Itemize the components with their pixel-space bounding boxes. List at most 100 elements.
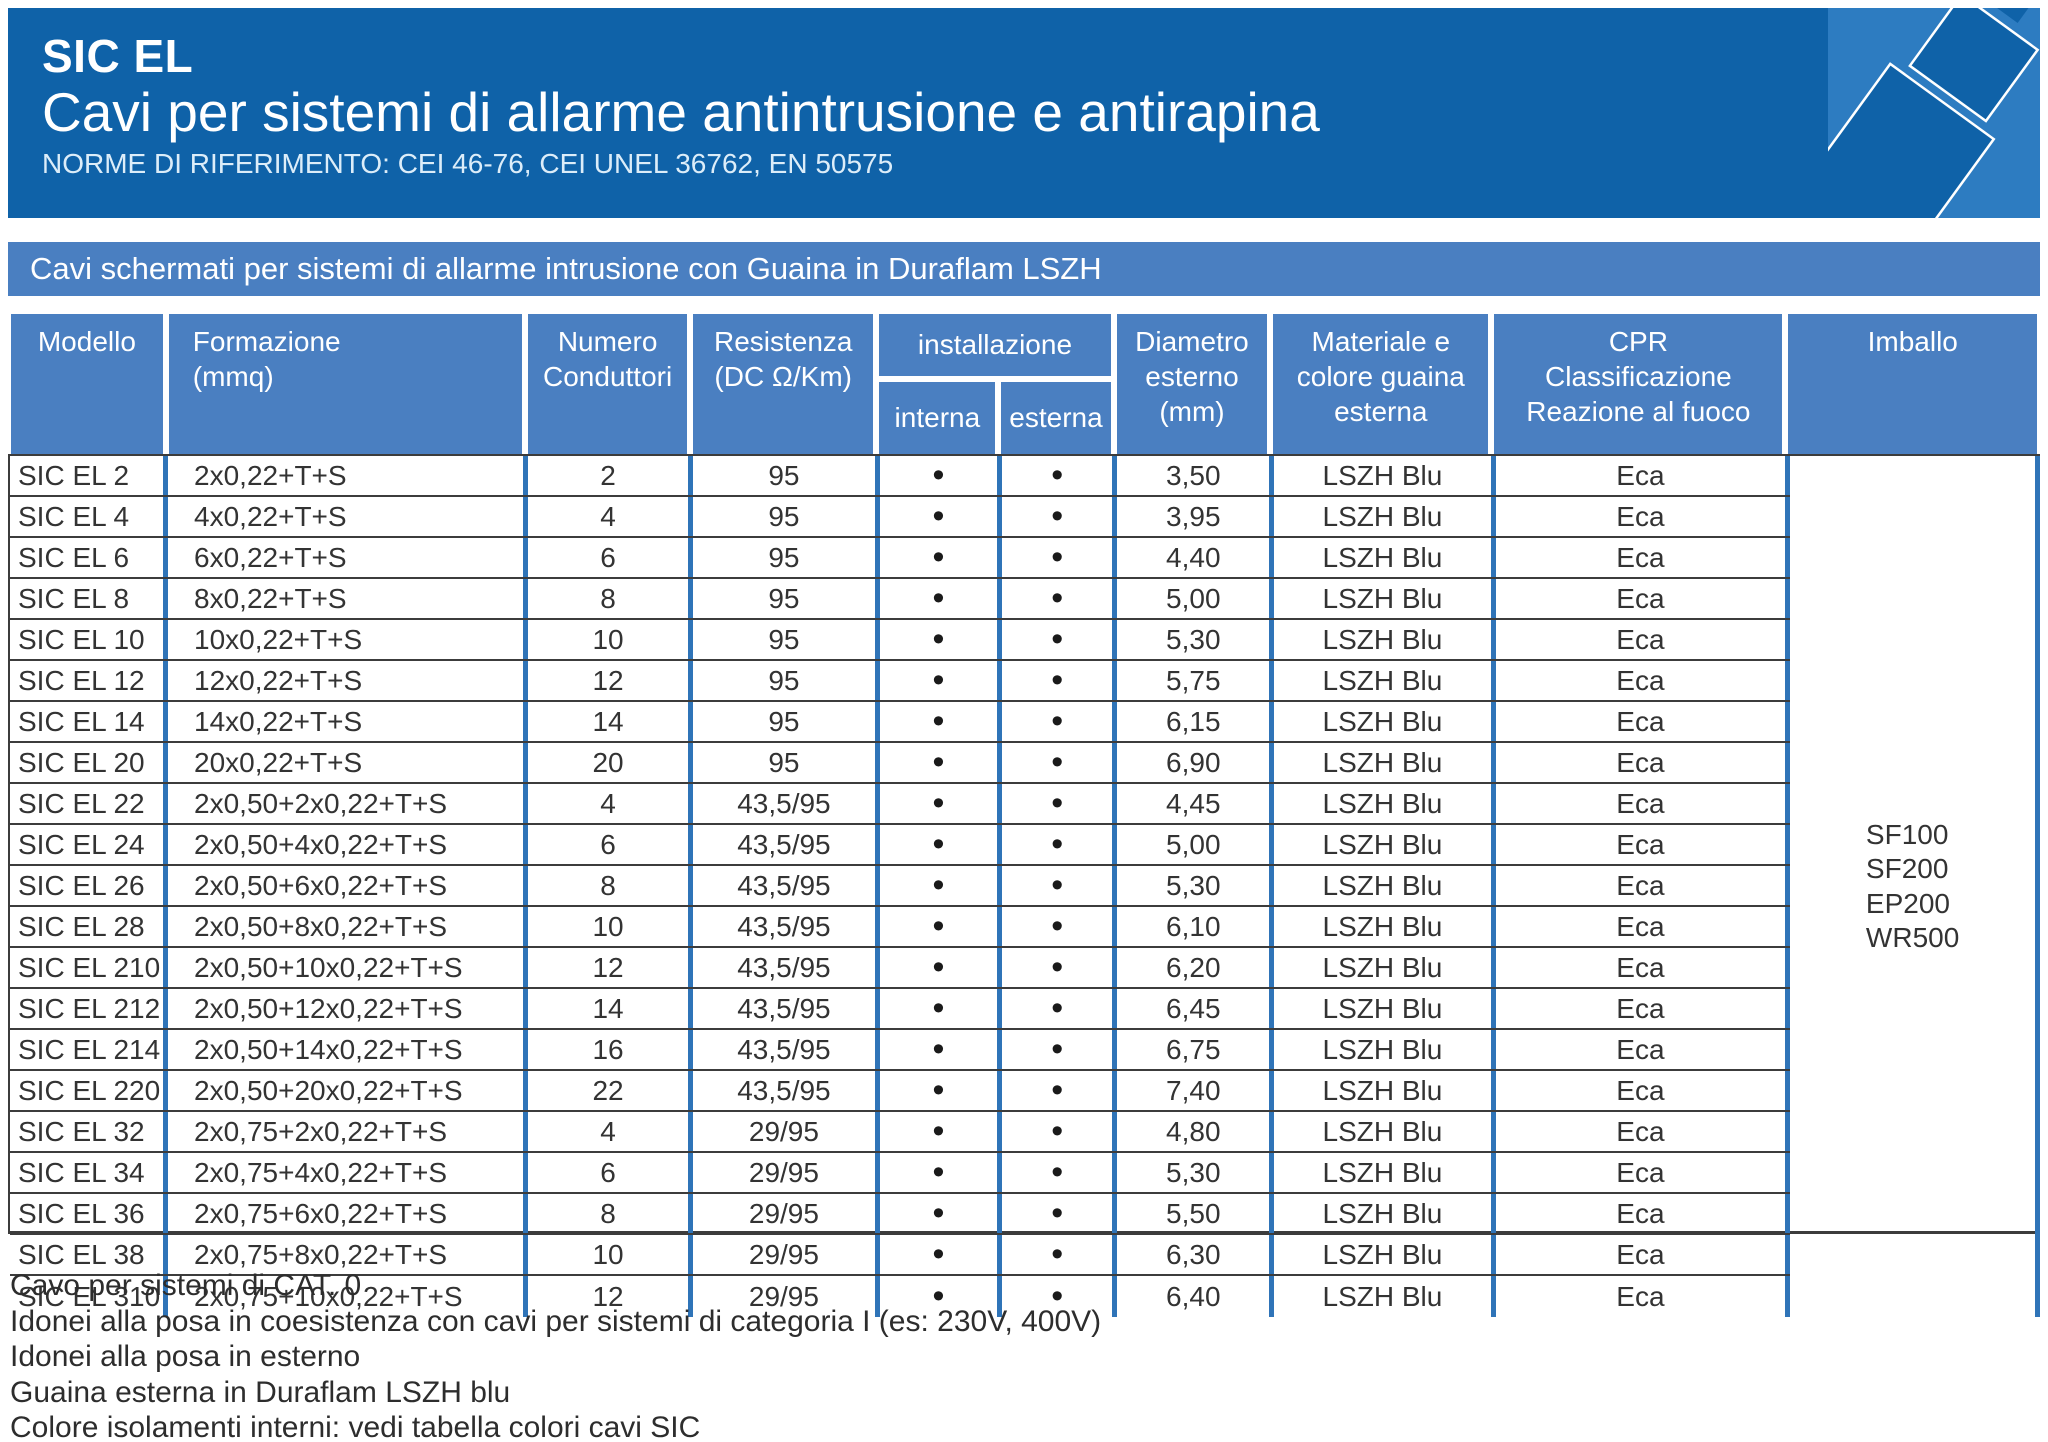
cell-modello: SIC EL 22 bbox=[10, 784, 169, 823]
cell-modello: SIC EL 26 bbox=[10, 866, 169, 905]
section-title: Cavi schermati per sistemi di allarme in… bbox=[30, 251, 1102, 286]
cell-installazione-esterna: • bbox=[1002, 784, 1118, 823]
cell-guaina-esterna: LSZH Blu bbox=[1274, 784, 1496, 823]
cell-formazione: 2x0,50+12x0,22+T+S bbox=[168, 989, 528, 1028]
cell-formazione: 2x0,50+6x0,22+T+S bbox=[168, 866, 528, 905]
cell-installazione-interna: • bbox=[880, 907, 1003, 946]
cell-guaina-esterna: LSZH Blu bbox=[1274, 1235, 1496, 1274]
cell-formazione: 2x0,50+2x0,22+T+S bbox=[168, 784, 528, 823]
cell-modello: SIC EL 20 bbox=[10, 743, 169, 782]
cell-guaina-esterna: LSZH Blu bbox=[1274, 1030, 1496, 1069]
cell-cpr-classificazione: Eca bbox=[1496, 1071, 1791, 1110]
cell-modello: SIC EL 2 bbox=[10, 456, 169, 495]
cell-installazione-esterna: • bbox=[1002, 1030, 1118, 1069]
cell-numero-conduttori: 8 bbox=[528, 866, 694, 905]
cell-installazione-interna: • bbox=[880, 1030, 1003, 1069]
cell-numero-conduttori: 10 bbox=[528, 620, 694, 659]
cell-resistenza: 29/95 bbox=[693, 1235, 880, 1274]
header-modello: Modello bbox=[11, 314, 163, 454]
table-row: SIC EL 22 2x0,50+2x0,22+T+S 4 43,5/95 • … bbox=[10, 784, 1791, 825]
cell-installazione-esterna: • bbox=[1002, 620, 1118, 659]
cell-guaina-esterna: LSZH Blu bbox=[1274, 866, 1496, 905]
cell-formazione: 8x0,22+T+S bbox=[168, 579, 528, 618]
cell-resistenza: 29/95 bbox=[693, 1276, 880, 1317]
cell-installazione-interna: • bbox=[880, 1153, 1003, 1192]
cell-diametro-esterno: 5,00 bbox=[1117, 825, 1275, 864]
cell-installazione-esterna: • bbox=[1002, 989, 1118, 1028]
cell-cpr-classificazione: Eca bbox=[1496, 1235, 1791, 1274]
cell-modello: SIC EL 8 bbox=[10, 579, 169, 618]
cell-modello: SIC EL 4 bbox=[10, 497, 169, 536]
cell-guaina-esterna: LSZH Blu bbox=[1274, 825, 1496, 864]
table-row: SIC EL 212 2x0,50+12x0,22+T+S 14 43,5/95… bbox=[10, 989, 1791, 1030]
cell-modello: SIC EL 36 bbox=[10, 1194, 169, 1233]
cell-modello: SIC EL 10 bbox=[10, 620, 169, 659]
cell-cpr-classificazione: Eca bbox=[1496, 907, 1791, 946]
cell-diametro-esterno: 3,95 bbox=[1117, 497, 1275, 536]
cell-formazione: 2x0,22+T+S bbox=[168, 456, 528, 495]
cell-installazione-esterna: • bbox=[1002, 1235, 1118, 1274]
cell-installazione-interna: • bbox=[880, 702, 1003, 741]
cell-installazione-esterna: • bbox=[1002, 743, 1118, 782]
header-diametro-box: Diametro esterno (mm) bbox=[1114, 314, 1271, 454]
cell-modello: SIC EL 14 bbox=[10, 702, 169, 741]
cell-formazione: 4x0,22+T+S bbox=[168, 497, 528, 536]
table-row: SIC EL 210 2x0,50+10x0,22+T+S 12 43,5/95… bbox=[10, 948, 1791, 989]
header-resistenza: Resistenza (DC Ω/Km) bbox=[693, 314, 874, 454]
cell-guaina-esterna: LSZH Blu bbox=[1274, 702, 1496, 741]
header-modello-box: Modello bbox=[8, 314, 166, 454]
cell-cpr-classificazione: Eca bbox=[1496, 1276, 1791, 1317]
cell-numero-conduttori: 10 bbox=[528, 907, 694, 946]
footnotes-block: Cavo per sistemi di CAT. 0 Idonei alla p… bbox=[8, 1268, 2040, 1442]
cell-installazione-esterna: • bbox=[1002, 948, 1118, 987]
table-row: SIC EL 32 2x0,75+2x0,22+T+S 4 29/95 • • … bbox=[10, 1112, 1791, 1153]
header-cpr-classificazione: CPR Classificazione Reazione al fuoco bbox=[1494, 314, 1783, 454]
cell-diametro-esterno: 6,15 bbox=[1117, 702, 1275, 741]
cell-numero-conduttori: 8 bbox=[528, 1194, 694, 1233]
table-row: SIC EL 20 20x0,22+T+S 20 95 • • 6,90 LSZ… bbox=[10, 743, 1791, 784]
cell-numero-conduttori: 4 bbox=[528, 497, 694, 536]
cell-numero-conduttori: 20 bbox=[528, 743, 694, 782]
cell-formazione: 14x0,22+T+S bbox=[168, 702, 528, 741]
cell-modello: SIC EL 310 bbox=[10, 1276, 169, 1317]
cell-guaina-esterna: LSZH Blu bbox=[1274, 579, 1496, 618]
cell-cpr-classificazione: Eca bbox=[1496, 579, 1791, 618]
cell-formazione: 2x0,75+8x0,22+T+S bbox=[168, 1235, 528, 1274]
cell-modello: SIC EL 38 bbox=[10, 1235, 169, 1274]
cell-installazione-esterna: • bbox=[1002, 1112, 1118, 1151]
cell-formazione: 2x0,75+4x0,22+T+S bbox=[168, 1153, 528, 1192]
header-installazione: installazione bbox=[879, 314, 1111, 376]
footnote-line: Cavo per sistemi di CAT. 0 bbox=[10, 1269, 362, 1302]
cell-resistenza: 43,5/95 bbox=[693, 1030, 880, 1069]
cell-resistenza: 43,5/95 bbox=[693, 825, 880, 864]
cell-diametro-esterno: 5,30 bbox=[1117, 1153, 1275, 1192]
cell-installazione-interna: • bbox=[880, 661, 1003, 700]
cell-guaina-esterna: LSZH Blu bbox=[1274, 1071, 1496, 1110]
cell-numero-conduttori: 10 bbox=[528, 1235, 694, 1274]
cell-formazione: 2x0,50+8x0,22+T+S bbox=[168, 907, 528, 946]
cell-installazione-interna: • bbox=[880, 1235, 1003, 1274]
header-diametro: Diametro esterno (mm) bbox=[1116, 314, 1268, 454]
cell-modello: SIC EL 210 bbox=[10, 948, 169, 987]
cell-installazione-esterna: • bbox=[1002, 538, 1118, 577]
header-imballo: Imballo bbox=[1788, 314, 2037, 454]
cable-plug-icon bbox=[1773, 0, 2048, 299]
cell-formazione: 10x0,22+T+S bbox=[168, 620, 528, 659]
cell-formazione: 2x0,50+10x0,22+T+S bbox=[168, 948, 528, 987]
table-row: SIC EL 34 2x0,75+4x0,22+T+S 6 29/95 • • … bbox=[10, 1153, 1791, 1194]
cell-installazione-interna: • bbox=[880, 579, 1003, 618]
cell-resistenza: 95 bbox=[693, 620, 880, 659]
header-interna: interna bbox=[879, 382, 996, 454]
cell-guaina-esterna: LSZH Blu bbox=[1274, 948, 1496, 987]
cell-resistenza: 95 bbox=[693, 702, 880, 741]
cell-numero-conduttori: 4 bbox=[528, 1112, 694, 1151]
cell-guaina-esterna: LSZH Blu bbox=[1274, 743, 1496, 782]
header-numero-box: Numero Conduttori bbox=[525, 314, 690, 454]
header-installazione-box: installazione interna esterna bbox=[876, 314, 1113, 454]
cell-installazione-esterna: • bbox=[1002, 456, 1118, 495]
table-row: SIC EL 8 8x0,22+T+S 8 95 • • 5,00 LSZH B… bbox=[10, 579, 1791, 620]
cell-installazione-esterna: • bbox=[1002, 825, 1118, 864]
cell-diametro-esterno: 3,50 bbox=[1117, 456, 1275, 495]
cell-installazione-esterna: • bbox=[1002, 497, 1118, 536]
cell-installazione-esterna: • bbox=[1002, 1194, 1118, 1233]
